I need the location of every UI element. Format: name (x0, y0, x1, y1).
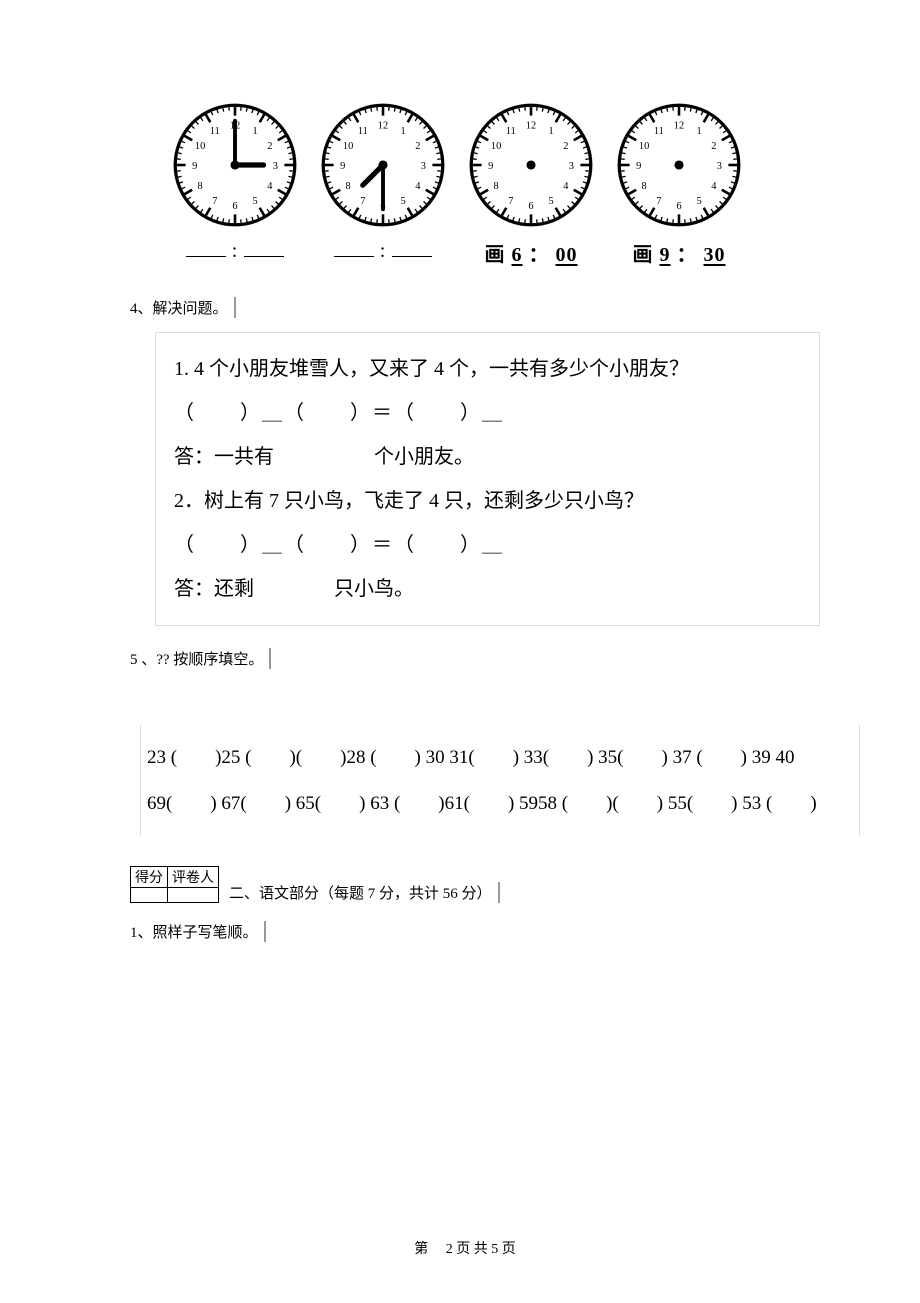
clock-icon: 123456789101112 (614, 100, 744, 230)
svg-text:4: 4 (711, 181, 717, 192)
section2-q1: 1、照样子写笔顺。 (130, 921, 266, 942)
svg-text:2: 2 (415, 141, 420, 152)
page-footer: 第 2 页 共 5 页 (130, 1238, 800, 1258)
svg-text:12: 12 (526, 121, 536, 132)
clock-caption: 画 6 ： 00 (485, 238, 578, 267)
svg-text:1: 1 (697, 126, 702, 137)
q4-p2-ans: 答：还剩 只小鸟。 (174, 567, 801, 611)
svg-text:8: 8 (493, 181, 498, 192)
clock-unit: 123456789101112画 6 ： 00 (466, 100, 596, 267)
svg-text:4: 4 (415, 181, 421, 192)
q5-row1: 23 ( )25 ( )( )28 ( ) 30 31( ) 33( ) 35(… (147, 735, 853, 781)
svg-text:10: 10 (195, 141, 205, 152)
svg-text:3: 3 (273, 161, 278, 172)
svg-text:2: 2 (563, 141, 568, 152)
svg-text:9: 9 (340, 161, 345, 172)
svg-text:9: 9 (636, 161, 641, 172)
svg-text:5: 5 (401, 196, 406, 207)
clock-icon: 123456789101112 (466, 100, 596, 230)
svg-text:3: 3 (421, 161, 426, 172)
clock-caption: : (186, 238, 285, 263)
svg-text:3: 3 (717, 161, 722, 172)
svg-text:7: 7 (360, 196, 365, 207)
section2-header: 得分 评卷人 二、语文部分（每题 7 分，共计 56 分） (130, 866, 800, 903)
svg-text:2: 2 (267, 141, 272, 152)
svg-text:4: 4 (563, 181, 569, 192)
svg-text:10: 10 (639, 141, 649, 152)
footer-page: 2 页 共 5 页 (446, 1242, 516, 1257)
svg-text:9: 9 (192, 161, 197, 172)
svg-text:12: 12 (674, 121, 684, 132)
score-col1: 得分 (131, 867, 168, 888)
svg-text:6: 6 (232, 201, 237, 212)
svg-text:11: 11 (506, 126, 516, 137)
q4-p2-eq: （ ）＿（ ）＝（ ）＿ (174, 523, 801, 567)
svg-text:5: 5 (697, 196, 702, 207)
clock-caption: : (334, 238, 433, 263)
q5-row2: 69( ) 67( ) 65( ) 63 ( )61( ) 5958 ( )( … (147, 781, 853, 827)
section2-title: 二、语文部分（每题 7 分，共计 56 分） (229, 882, 500, 903)
svg-text:9: 9 (488, 161, 493, 172)
q5-sequence-box: 23 ( )25 ( )( )28 ( ) 30 31( ) 33( ) 35(… (140, 725, 860, 836)
q5-heading: 5 、?? 按顺序填空。 (130, 648, 271, 669)
svg-text:6: 6 (528, 201, 533, 212)
clock-caption: 画 9 ： 30 (633, 238, 726, 267)
clock-icon: 123456789101112 (318, 100, 448, 230)
svg-text:1: 1 (549, 126, 554, 137)
svg-text:1: 1 (401, 126, 406, 137)
q4-p2-text: 2．树上有 7 只小鸟，飞走了 4 只，还剩多少只小鸟？ (174, 479, 801, 523)
clock-icon: 123456789101112 (170, 100, 300, 230)
svg-text:5: 5 (549, 196, 554, 207)
svg-text:6: 6 (676, 201, 681, 212)
q4-heading: 4、解决问题。 (130, 297, 236, 318)
q4-p1-text: 1. 4 个小朋友堆雪人，又来了 4 个，一共有多少个小朋友？ (174, 347, 801, 391)
q4-box: 1. 4 个小朋友堆雪人，又来了 4 个，一共有多少个小朋友？ （ ）＿（ ）＝… (155, 332, 820, 626)
clock-unit: 123456789101112 : (318, 100, 448, 263)
svg-text:4: 4 (267, 181, 273, 192)
svg-text:7: 7 (212, 196, 217, 207)
svg-text:11: 11 (654, 126, 664, 137)
svg-text:11: 11 (358, 126, 368, 137)
svg-text:8: 8 (641, 181, 646, 192)
svg-text:1: 1 (253, 126, 258, 137)
score-col2: 评卷人 (168, 867, 219, 888)
clock-unit: 123456789101112画 9 ： 30 (614, 100, 744, 267)
svg-text:5: 5 (253, 196, 258, 207)
clocks-row: 123456789101112 : 123456789101112 : 1234… (170, 100, 800, 267)
svg-text:11: 11 (210, 126, 220, 137)
svg-text:2: 2 (711, 141, 716, 152)
q4-p1-ans: 答：一共有 个小朋友。 (174, 435, 801, 479)
svg-text:8: 8 (197, 181, 202, 192)
footer-prefix: 第 (414, 1242, 428, 1257)
clock-unit: 123456789101112 : (170, 100, 300, 263)
score-table: 得分 评卷人 (130, 866, 219, 903)
q4-p1-eq: （ ）＿（ ）＝（ ）＿ (174, 391, 801, 435)
svg-text:7: 7 (508, 196, 513, 207)
svg-text:10: 10 (343, 141, 353, 152)
svg-text:10: 10 (491, 141, 501, 152)
svg-text:3: 3 (569, 161, 574, 172)
svg-text:8: 8 (345, 181, 350, 192)
svg-text:12: 12 (378, 121, 388, 132)
svg-text:7: 7 (656, 196, 661, 207)
